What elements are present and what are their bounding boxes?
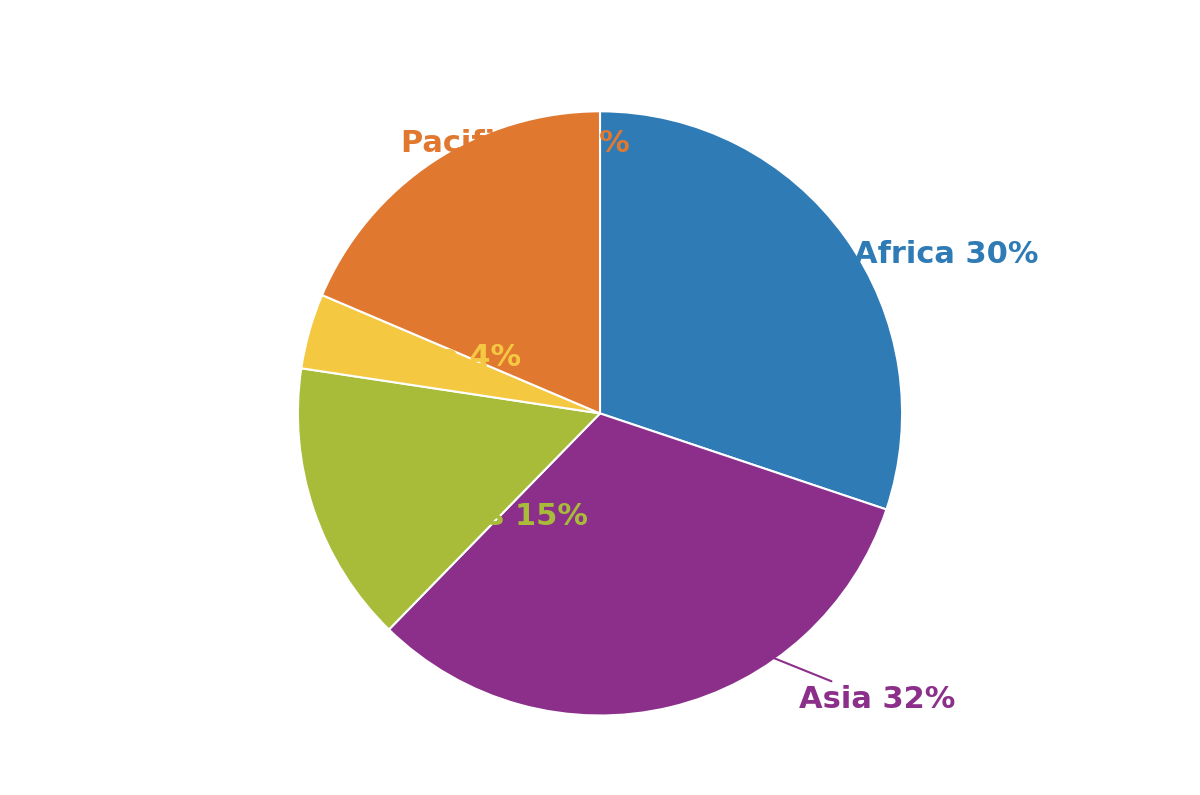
Wedge shape <box>322 111 600 413</box>
Wedge shape <box>301 295 600 413</box>
Text: Pacific 18.5%: Pacific 18.5% <box>401 129 630 212</box>
Text: Asia 32%: Asia 32% <box>682 621 955 714</box>
Wedge shape <box>298 368 600 630</box>
Text: Americas 15%: Americas 15% <box>346 479 588 531</box>
Wedge shape <box>389 413 887 716</box>
Text: Europe 4%: Europe 4% <box>337 343 521 372</box>
Wedge shape <box>600 111 902 510</box>
Text: Africa 30%: Africa 30% <box>746 240 1039 293</box>
